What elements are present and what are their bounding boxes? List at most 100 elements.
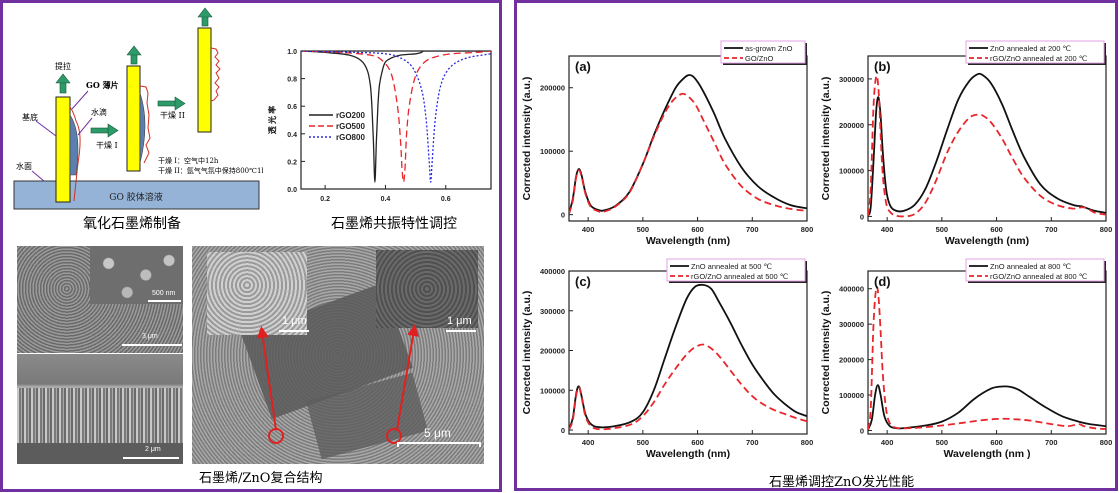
y-tick-label: 400000 [540,267,565,276]
sem-cross-section: 2 μm [17,354,183,464]
legend-label: ZnO annealed at 800 ℃ [990,262,1072,271]
sem-inset-left [207,252,307,335]
series-line-rgo-zno-annealed-at-800- [868,285,1106,430]
x-tick-label: 700 [746,225,759,234]
scale-label: 1 μm [447,315,472,327]
legend-box [965,40,1105,64]
water-surface-pointer [31,170,45,182]
y-tick-label: 100000 [839,167,864,176]
pl-caption: 石墨烯调控ZnO发光性能 [769,475,915,490]
y-axis-label: Corrected intensity (a.u.) [820,291,832,415]
water-droplet-2 [139,92,146,164]
x-tick-label: 400 [582,438,595,447]
x-tick-label: 800 [1100,438,1112,447]
plot-frame [867,55,1107,222]
y-axis-label: Corrected intensity (a.u.) [521,77,533,201]
series-line-rgo800 [301,51,491,183]
series-line-as-grown-zno [569,74,807,214]
plot-frame [867,270,1107,435]
diagram-caption: 氧化石墨烯制备 [83,216,181,232]
series-group [301,51,491,183]
series-group [868,72,1106,218]
dry1-label: 干燥 I [96,141,118,150]
series-line-zno-annealed-at-200- [868,72,1106,216]
series-line-rgo-zno-annealed-at-200- [868,74,1106,218]
scale-bar [122,344,182,346]
droplet-pointer [77,117,93,136]
x-tick-label: 600 [990,225,1003,234]
droplet-label: 水滴 [91,107,107,117]
legend-label: rGO/ZnO annealed at 500 ℃ [691,272,789,281]
y-tick-label: 300000 [839,75,864,84]
x-tick-label: 600 [990,438,1003,447]
y-tick-label: 0.0 [287,187,297,194]
y-axis-label: 透 光 率 [267,106,277,134]
y-tick-label: 0 [860,426,864,435]
resonance-chart: 0.20.40.60.00.20.40.60.81.0波 长 /μ m透 光 率… [267,49,492,201]
go-preparation-diagram: GO 胶体溶液 提拉 GO 薄片 水滴 基底 水面 干燥 I 干燥 [13,7,263,210]
go-flake-line-1 [69,106,81,202]
water-surface-label: 水面 [16,161,32,171]
go-flake-line-2 [139,85,151,164]
y-tick-label: 1.0 [287,49,297,56]
y-tick-label: 100000 [839,391,864,400]
plot-frame [300,50,492,190]
x-tick-label: 800 [801,438,813,447]
legend-label: ZnO annealed at 200 ℃ [990,44,1072,53]
right-panel: 400 500 600 700 800 0 100000 200000 Wavelength (… [514,0,1118,491]
scale-bar [397,442,481,447]
series-group [569,74,807,215]
go-solution-bath [13,180,260,210]
x-tick-label: 700 [746,438,759,447]
dry-note-2: 干燥 II：氩气气氛中保持800℃1h [158,166,263,175]
scale-bar [446,330,476,332]
go-flake-pointer [71,90,89,110]
left-panel: GO 胶体溶液 提拉 GO 薄片 水滴 基底 水面 干燥 I 干燥 [0,0,502,492]
plot-frame [568,55,808,222]
y-tick-label: 0.2 [287,159,297,166]
up-arrow-icon [126,45,142,65]
scale-bar [279,330,309,332]
substrate-pointer [35,120,57,137]
x-axis-label: Wavelength (nm) [646,235,730,247]
right-arrow-icon [157,96,186,111]
panel-label: (b) [874,59,891,74]
substrate-1 [55,96,71,203]
red-arrow [396,324,419,431]
series-line-go-zno [569,92,807,215]
legend-label: ZnO annealed at 500 ℃ [691,262,773,271]
up-arrow-icon [55,73,71,94]
y-tick-label: 100000 [540,386,565,395]
x-tick-label: 700 [1045,438,1058,447]
x-tick-label: 600 [691,438,704,447]
x-axis-label: Wavelength (nm) [945,235,1029,247]
red-circle [268,428,284,444]
red-arrow [256,326,277,431]
y-tick-label: 300000 [839,320,864,329]
x-tick-label: 400 [881,438,894,447]
legend-box [666,258,806,282]
sem-composite: 1 μm 1 μm 5 μm [192,246,484,464]
scale-bar [148,300,181,302]
sem-top-view: 500 nm 3 μm [17,246,183,353]
series-group [569,283,807,431]
substrate-label: 基底 [22,112,38,122]
x-axis-label: Wavelength (nm) [646,448,730,460]
y-tick-label: 0.4 [287,132,297,139]
legend-box [965,258,1105,282]
legend-label: GO/ZnO [745,54,774,63]
dry-note-1: 干燥 I：空气中12h [158,156,219,165]
legend-label: rGO800 [336,133,365,142]
red-circle [386,428,402,444]
y-tick-label: 0 [561,426,565,435]
sem-caption: 石墨烯/ZnO复合结构 [199,471,323,486]
x-tick-label: 400 [582,225,595,234]
scale-label: 1 μm [282,315,307,327]
pl-chart-d: 400 500 600 700 800 0 100000 200000 300000 400000… [820,258,1112,460]
right-arrow-icon [90,123,119,138]
sem-inset-right [376,250,478,328]
go-flake-label: GO 薄片 [86,80,119,90]
scale-label: 500 nm [152,290,176,297]
pl-chart-c: 400 500 600 700 800 0 100000 200000 300000 400000… [521,258,813,460]
x-tick-label: 0.4 [381,196,391,201]
